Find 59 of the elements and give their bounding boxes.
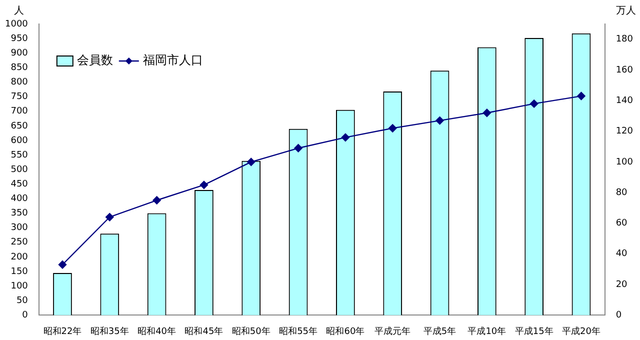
y-tick-label: 550 <box>10 150 28 160</box>
y2-axis-title: 万人 <box>616 6 636 17</box>
y2-tick-label: 60 <box>616 218 628 229</box>
point <box>200 180 208 190</box>
y2-tick-label: 0 <box>616 310 622 321</box>
x-tick-label: 平成15年 <box>514 326 554 337</box>
x-tick-label: 昭和40年 <box>138 326 176 337</box>
y2-tick-label: 20 <box>616 280 628 290</box>
x-tick-label: 昭和60年 <box>326 326 365 337</box>
y2-tick-label: 180 <box>616 34 634 45</box>
y-tick-label: 450 <box>10 180 28 190</box>
point <box>294 144 302 152</box>
x-tick-label: 昭和50年 <box>232 326 270 337</box>
legend-label: 福岡市人口 <box>142 53 203 68</box>
point <box>247 158 256 166</box>
point <box>152 196 161 204</box>
y2-tick-label: 120 <box>616 126 634 137</box>
y-tick-label: 850 <box>10 63 28 74</box>
y-tick-label: 150 <box>10 266 28 277</box>
y2-tick-label: 40 <box>616 249 628 260</box>
y-tick-label: 0 <box>22 310 28 321</box>
point <box>436 116 444 125</box>
x-tick-label: 昭和55年 <box>279 326 318 337</box>
y2-tick-label: 80 <box>616 188 628 198</box>
x-tick-label: 昭和22年 <box>43 326 82 337</box>
x-tick-label: 平成5年 <box>423 326 456 337</box>
point <box>58 260 67 269</box>
y-tick-label: 400 <box>10 194 28 204</box>
x-tick-label: 平成10年 <box>468 326 506 337</box>
y-tick-label: 200 <box>10 252 28 262</box>
y2-tick-label: 160 <box>616 65 634 76</box>
y-tick-label: 950 <box>10 34 28 44</box>
y-tick-label: 600 <box>10 136 28 146</box>
x-tick-label: 昭和45年 <box>184 326 224 337</box>
y-tick-label: 900 <box>10 48 28 58</box>
x-tick-label: 平成20年 <box>562 326 600 337</box>
point <box>106 213 114 222</box>
y-tick-label: 50 <box>16 296 28 306</box>
point <box>388 124 397 132</box>
y2-tick-label: 100 <box>616 157 634 168</box>
point <box>577 92 586 100</box>
y-tick-label: 300 <box>10 223 28 234</box>
y-tick-label: 100 <box>10 281 28 292</box>
y-tick-label: 650 <box>10 121 28 132</box>
legend-label: 会員数 <box>76 53 113 68</box>
point <box>530 100 538 108</box>
y-tick-label: 350 <box>10 208 28 219</box>
y-tick-label: 500 <box>10 164 28 175</box>
y2-tick-label: 140 <box>616 96 634 106</box>
y-tick-label: 1000 <box>5 19 28 30</box>
point <box>482 108 492 117</box>
x-tick-label: 昭和35年 <box>90 326 129 337</box>
y-tick-label: 750 <box>10 92 28 102</box>
x-tick-label: 平成元年 <box>374 326 411 337</box>
y-axis-title: 人 <box>14 6 24 17</box>
y-tick-label: 250 <box>10 238 28 248</box>
point <box>341 133 350 142</box>
y-tick-label: 800 <box>10 78 28 88</box>
y-tick-label: 700 <box>10 106 28 117</box>
